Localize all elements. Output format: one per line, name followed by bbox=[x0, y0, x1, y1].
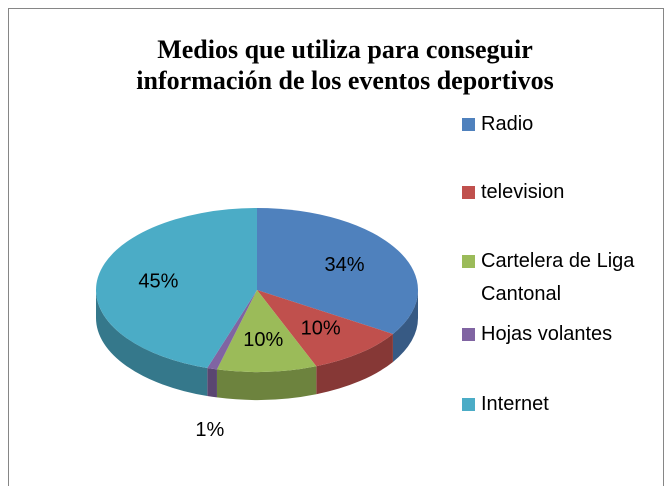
slice-side bbox=[207, 367, 217, 398]
slice-side bbox=[316, 333, 393, 395]
chart-border bbox=[8, 8, 664, 486]
slice-side bbox=[216, 366, 317, 400]
legend-item: Internet bbox=[462, 388, 662, 421]
legend-swatch bbox=[462, 118, 475, 131]
legend-label: Internet bbox=[481, 393, 549, 415]
slice bbox=[257, 208, 418, 334]
legend-swatch bbox=[462, 186, 475, 199]
slice bbox=[257, 290, 393, 367]
legend-label: Hojas volantes bbox=[481, 323, 613, 345]
slice-side bbox=[392, 290, 419, 362]
legend-swatch bbox=[462, 328, 475, 341]
data-label: 10% bbox=[301, 317, 341, 339]
legend-label: Radio bbox=[481, 113, 534, 135]
data-label: 1% bbox=[195, 419, 224, 441]
data-label: 34% bbox=[324, 254, 364, 276]
legend-item: Cartelera de Liga Cantonal bbox=[462, 245, 662, 311]
slice-side bbox=[96, 290, 208, 396]
data-label: 10% bbox=[243, 329, 283, 351]
legend-item: Hojas volantes bbox=[462, 318, 662, 351]
legend-swatch bbox=[462, 255, 475, 268]
slice bbox=[207, 290, 257, 370]
legend-item: Radio bbox=[462, 108, 662, 141]
slice bbox=[216, 290, 317, 372]
chart-title: Medios que utiliza para conseguir inform… bbox=[136, 35, 554, 95]
legend-label: television bbox=[481, 181, 565, 203]
legend-swatch bbox=[462, 398, 475, 411]
legend-label: Cartelera de Liga Cantonal bbox=[481, 250, 635, 305]
legend-item: television bbox=[462, 176, 662, 209]
data-label: 45% bbox=[138, 270, 178, 292]
slice bbox=[96, 208, 257, 368]
